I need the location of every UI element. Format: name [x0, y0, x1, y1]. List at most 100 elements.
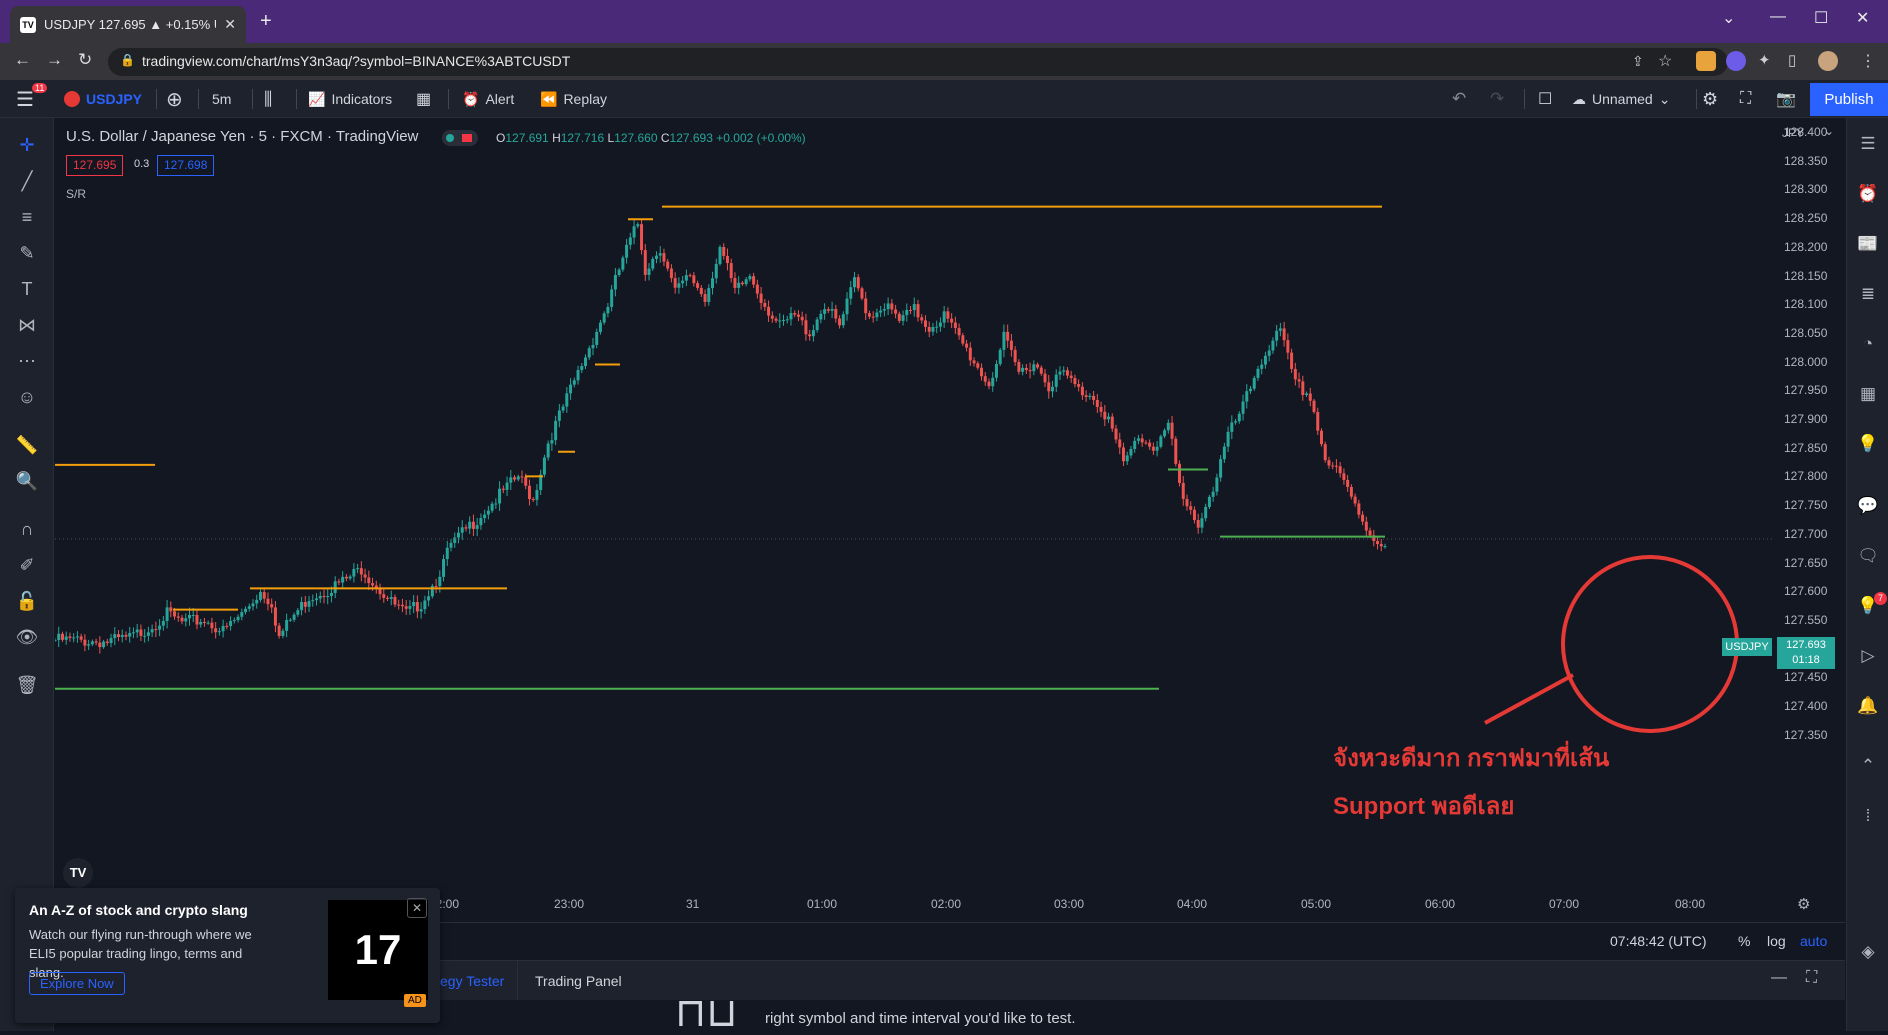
candle-body [1024, 367, 1028, 370]
candle-body [942, 311, 946, 323]
watchlist-icon[interactable]: ☰ [1860, 134, 1876, 153]
share-icon[interactable]: ⇪ [1632, 53, 1644, 69]
sell-price-button[interactable]: 127.695 [66, 155, 124, 176]
maximize-icon[interactable]: ☐ [1814, 10, 1829, 27]
calendar-icon[interactable]: ▦ [1859, 384, 1877, 403]
collapse-icon[interactable]: ⌃ [1860, 756, 1876, 775]
chevron-down-icon[interactable]: ⌄ [1824, 124, 1835, 138]
redo-icon[interactable]: ↷ [1490, 89, 1505, 108]
layout-name-button[interactable]: ☁ Unnamed ⌄ [1572, 80, 1670, 118]
notifications-icon[interactable]: 💡 [1857, 596, 1879, 615]
fib-lines-icon[interactable]: ≡ [21, 207, 33, 227]
price-axis[interactable]: JPY ⌄ 128.400 128.350 128.300 128.250 128.20… [1772, 118, 1846, 918]
candle-body [1349, 486, 1353, 497]
divider [296, 89, 297, 109]
crosshair-icon[interactable]: ✛ [19, 135, 35, 155]
publish-button[interactable]: Publish [1810, 83, 1888, 116]
candle-body [468, 521, 472, 529]
news-icon[interactable]: 📰 [1857, 234, 1879, 253]
tab-search-icon[interactable]: ⌄ [1722, 10, 1736, 27]
candle-style-icon[interactable]: ⫼ [264, 88, 273, 109]
eye-hide-icon[interactable]: 👁 [15, 627, 39, 647]
pattern-icon[interactable]: ⋈ [18, 315, 36, 335]
alert-button[interactable]: ⏰ Alert [462, 80, 514, 118]
candle-body [374, 585, 378, 590]
camera-snapshot-icon[interactable]: 📷 [1776, 91, 1796, 108]
chats-icon[interactable]: 💬 [1857, 496, 1879, 515]
indicators-button[interactable]: 📈 Indicators [308, 80, 392, 118]
close-window-icon[interactable]: ✕ [1856, 10, 1870, 27]
ruler-icon[interactable]: 📏 [15, 435, 39, 455]
log-toggle[interactable]: log [1767, 933, 1786, 949]
streams-play-icon[interactable]: ▷ [1861, 646, 1875, 665]
tab-strategy-tester[interactable]: egy Tester [440, 973, 505, 989]
browser-menu-icon[interactable]: ⋮ [1860, 53, 1876, 70]
new-tab-icon[interactable]: + [260, 10, 272, 32]
forward-icon[interactable]: → [46, 50, 63, 69]
interval-button[interactable]: 5m [212, 80, 231, 118]
tradingview-logo[interactable]: TV [63, 858, 93, 888]
candle-body [662, 253, 666, 262]
clock-label[interactable]: 07:48:42 (UTC) [1610, 933, 1707, 949]
indicator-label[interactable]: S/R [66, 187, 87, 201]
trendline-icon[interactable]: ╱ [21, 171, 33, 191]
text-tool-icon[interactable]: T [21, 279, 33, 299]
market-status-toggle[interactable] [442, 130, 478, 146]
price-chart[interactable] [55, 118, 1772, 918]
settings-gear-icon[interactable]: ⚙ [1702, 88, 1719, 109]
compare-add-icon[interactable]: ⊕ [166, 88, 183, 111]
close-icon[interactable]: ✕ [407, 898, 427, 918]
minimize-icon[interactable]: — [1770, 8, 1786, 25]
close-tab-icon[interactable]: ✕ [224, 16, 236, 32]
chart-legend-title[interactable]: U.S. Dollar / Japanese Yen · 5 · FXCM · … [66, 128, 419, 145]
minimize-panel-icon[interactable]: — [1771, 969, 1787, 986]
layers-icon[interactable]: ◈ [1861, 942, 1875, 961]
candle-body [524, 477, 528, 486]
candle-body [348, 576, 352, 579]
url-field[interactable]: 🔒 tradingview.com/chart/msY3n3aq/?symbol… [108, 48, 1728, 76]
templates-grid-icon[interactable]: ▦ [416, 91, 432, 108]
data-window-icon[interactable]: ≣ [1860, 284, 1876, 303]
profile-avatar[interactable] [1818, 51, 1838, 71]
buy-price-button[interactable]: 127.698 [157, 155, 215, 176]
bookmark-star-icon[interactable]: ☆ [1658, 53, 1673, 70]
emoji-icon[interactable]: ☺ [17, 387, 37, 407]
settings-gear-icon[interactable]: ⚙ [1797, 896, 1811, 913]
messages-icon[interactable]: 🗨 [1857, 546, 1879, 565]
candle-body [796, 314, 800, 317]
replay-button[interactable]: ⏪ Replay [540, 80, 607, 118]
percent-toggle[interactable]: % [1738, 933, 1751, 949]
extension-icon[interactable] [1696, 51, 1716, 71]
lock-drawings-icon[interactable]: 🔓 [15, 591, 39, 611]
browser-tab[interactable]: TV USDJPY 127.695 ▲ +0.15% Unna ✕ [10, 6, 246, 43]
stay-in-drawing-mode-icon[interactable]: ✐ [19, 555, 35, 575]
zoom-in-icon[interactable]: 🔍 [15, 471, 39, 491]
trash-icon[interactable]: 🗑 [15, 675, 39, 695]
sidepanel-icon[interactable]: ▯ [1788, 52, 1797, 69]
candle-body [1118, 439, 1122, 448]
forecast-icon[interactable]: ⋯ [18, 351, 36, 371]
extension-icon[interactable] [1726, 51, 1746, 71]
brush-icon[interactable]: ✎ [19, 243, 35, 263]
candle-body [856, 277, 860, 289]
annotation-text-line2: Support พอดีเลย [1333, 793, 1515, 820]
reload-icon[interactable]: ↻ [78, 50, 93, 69]
symbol-search-button[interactable]: USDJPY [64, 80, 142, 118]
fullscreen-icon[interactable]: ⛶ [1740, 90, 1752, 107]
hotlist-icon[interactable]: ◔ [1862, 334, 1874, 353]
ideas-lightbulb-icon[interactable]: 💡 [1857, 434, 1879, 453]
undo-icon[interactable]: ↶ [1452, 89, 1467, 108]
alerts-clock-icon[interactable]: ⏰ [1857, 184, 1879, 203]
layout-select-icon[interactable]: ☐ [1538, 91, 1553, 108]
auto-toggle[interactable]: auto [1800, 933, 1828, 949]
maximize-panel-icon[interactable]: ⛶ [1806, 969, 1818, 986]
menu-icon[interactable]: ☰ [16, 88, 34, 111]
bell-icon[interactable]: 🔔 [1857, 696, 1879, 715]
magnet-icon[interactable]: ∩ [20, 519, 34, 539]
extensions-puzzle-icon[interactable]: ✦ [1758, 52, 1771, 69]
tab-trading-panel[interactable]: Trading Panel [535, 973, 622, 989]
dom-icon[interactable]: ⁞ [1865, 806, 1871, 825]
explore-now-button[interactable]: Explore Now [29, 972, 125, 995]
back-icon[interactable]: ← [14, 50, 31, 69]
candle-body [55, 639, 57, 641]
